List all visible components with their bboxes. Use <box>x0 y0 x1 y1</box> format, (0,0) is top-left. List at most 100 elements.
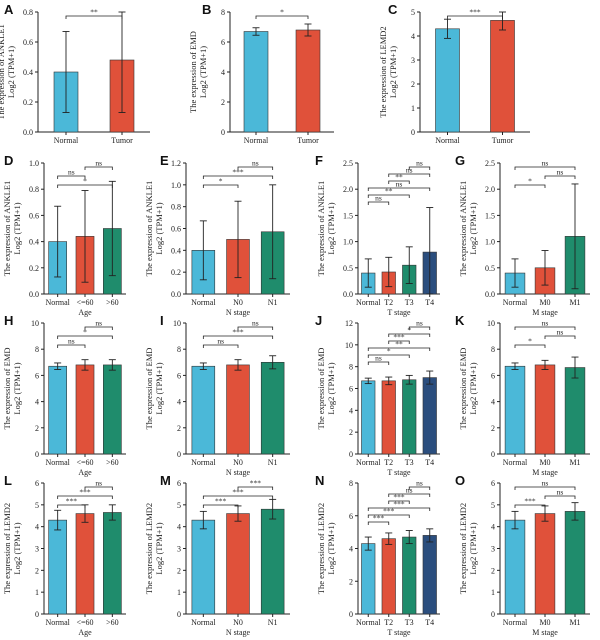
category-label: M0 <box>539 618 550 627</box>
category-label: N0 <box>233 298 243 307</box>
significance-label: ** <box>385 187 393 196</box>
x-axis-label: M stage <box>532 308 558 317</box>
y-tick-label: 1 <box>35 588 39 597</box>
significance-label: *** <box>232 328 244 337</box>
y-axis-label: Log2 (TPM+1) <box>326 362 336 414</box>
x-axis-label: T stage <box>387 468 411 477</box>
significance-label: *** <box>383 507 395 516</box>
y-tick-label: 6 <box>177 479 181 488</box>
panel-label: D <box>4 153 13 168</box>
significance-label: * <box>83 177 87 186</box>
bar <box>564 511 586 615</box>
y-axis-label: The expression of ANKLE1 <box>316 181 326 277</box>
significance-label: * <box>219 177 223 186</box>
significance-label: ns <box>557 488 564 497</box>
category-label: N1 <box>268 458 278 467</box>
y-tick-label: 2 <box>411 80 415 89</box>
panel-n: N 0 2 4 6 8 The expression of LEMD2 Log2 (TPM+1… <box>315 473 440 637</box>
y-tick-label: 1.5 <box>485 211 495 220</box>
category-label: Normal <box>244 136 269 145</box>
y-axis-label: The expression of EMD <box>2 348 12 430</box>
significance-bracket <box>514 504 546 508</box>
y-tick-label: 10 <box>487 319 495 328</box>
significance-bracket <box>202 335 274 339</box>
y-tick-label: 2 <box>491 424 495 433</box>
panel-label: L <box>4 473 12 488</box>
bar <box>103 512 122 615</box>
category-label: M0 <box>539 458 550 467</box>
significance-bracket <box>367 347 431 351</box>
category-label: <=60 <box>76 618 93 627</box>
significance-bracket <box>544 495 576 499</box>
significance-bracket <box>255 15 309 19</box>
y-tick-label: 1 <box>491 588 495 597</box>
y-tick-label: 0.6 <box>171 225 181 234</box>
y-tick-label: 12 <box>345 319 353 328</box>
y-tick-label: 4 <box>491 523 495 532</box>
panel-g: G 0.0 0.5 1.0 1.5 2.0 2.5 The expression of ANK… <box>455 153 590 317</box>
category-label: T4 <box>425 298 434 307</box>
panel-e: E 0.0 0.2 0.4 0.6 0.8 1.0 1.2 The expression of … <box>144 153 290 317</box>
category-label: >60 <box>106 618 119 627</box>
significance-label: ns <box>217 337 224 346</box>
y-tick-label: 2 <box>221 98 225 107</box>
panel-label: G <box>455 153 465 168</box>
panel-label: F <box>315 153 323 168</box>
significance-label: ns <box>557 168 564 177</box>
y-tick-label: 5 <box>491 501 495 510</box>
significance-label: ns <box>542 319 549 328</box>
category-label: T3 <box>405 298 414 307</box>
category-label: N1 <box>268 298 278 307</box>
category-label: T2 <box>384 618 393 627</box>
significance-bracket <box>202 344 239 348</box>
significance-label: * <box>528 337 532 346</box>
category-label: Normal <box>503 458 528 467</box>
significance-bracket <box>57 504 86 508</box>
y-tick-label: 0.8 <box>29 185 39 194</box>
y-tick-label: 0.2 <box>23 98 33 107</box>
category-label: M0 <box>539 298 550 307</box>
significance-label: ** <box>90 8 98 17</box>
significance-label: ns <box>95 319 102 328</box>
y-tick-label: 10 <box>345 341 353 350</box>
y-tick-label: 0.0 <box>171 290 181 299</box>
bar <box>75 364 95 455</box>
significance-bracket <box>202 504 239 508</box>
y-tick-label: 0.0 <box>23 128 33 137</box>
y-axis-label: The expression of ANKLE1 <box>458 181 468 277</box>
y-tick-label: 5 <box>411 8 415 17</box>
significance-label: ns <box>68 168 75 177</box>
y-axis-label: Log2 (TPM+1) <box>326 522 336 574</box>
y-axis-label: Log2 (TPM+1) <box>468 362 478 414</box>
y-tick-label: 2 <box>349 428 353 437</box>
bar <box>381 380 396 455</box>
significance-bracket <box>57 495 113 499</box>
y-tick-label: 2 <box>177 566 181 575</box>
panel-i: I 0 2 4 6 8 10 The expression of EMD Log2 (TPM+1… <box>144 313 290 477</box>
significance-label: * <box>528 177 532 186</box>
panel-c: C 0 1 2 3 4 5 The expression of LEMD2 Log2 (TPM+… <box>378 2 530 145</box>
y-tick-label: 6 <box>35 479 39 488</box>
panel-label: J <box>315 313 322 328</box>
bar <box>191 519 216 615</box>
bar <box>422 377 437 455</box>
bar <box>103 364 122 455</box>
y-tick-label: 0.4 <box>23 68 33 77</box>
significance-bracket <box>84 166 113 170</box>
significance-bracket <box>514 344 546 348</box>
significance-label: ns <box>416 319 423 328</box>
panel-label: A <box>4 2 14 17</box>
category-label: Normal <box>45 298 70 307</box>
significance-label: *** <box>469 8 481 17</box>
significance-bracket <box>202 495 274 499</box>
y-axis-label: The expression of ANKLE1 <box>0 24 6 120</box>
y-tick-label: 4 <box>349 545 353 554</box>
significance-label: *** <box>215 497 227 506</box>
significance-bracket <box>408 166 431 170</box>
y-axis-label: The expression of LEMD2 <box>458 503 468 594</box>
y-tick-label: 2 <box>35 424 39 433</box>
significance-bracket <box>57 344 86 348</box>
y-tick-label: 0.8 <box>23 8 33 17</box>
x-axis-label: T stage <box>387 308 411 317</box>
